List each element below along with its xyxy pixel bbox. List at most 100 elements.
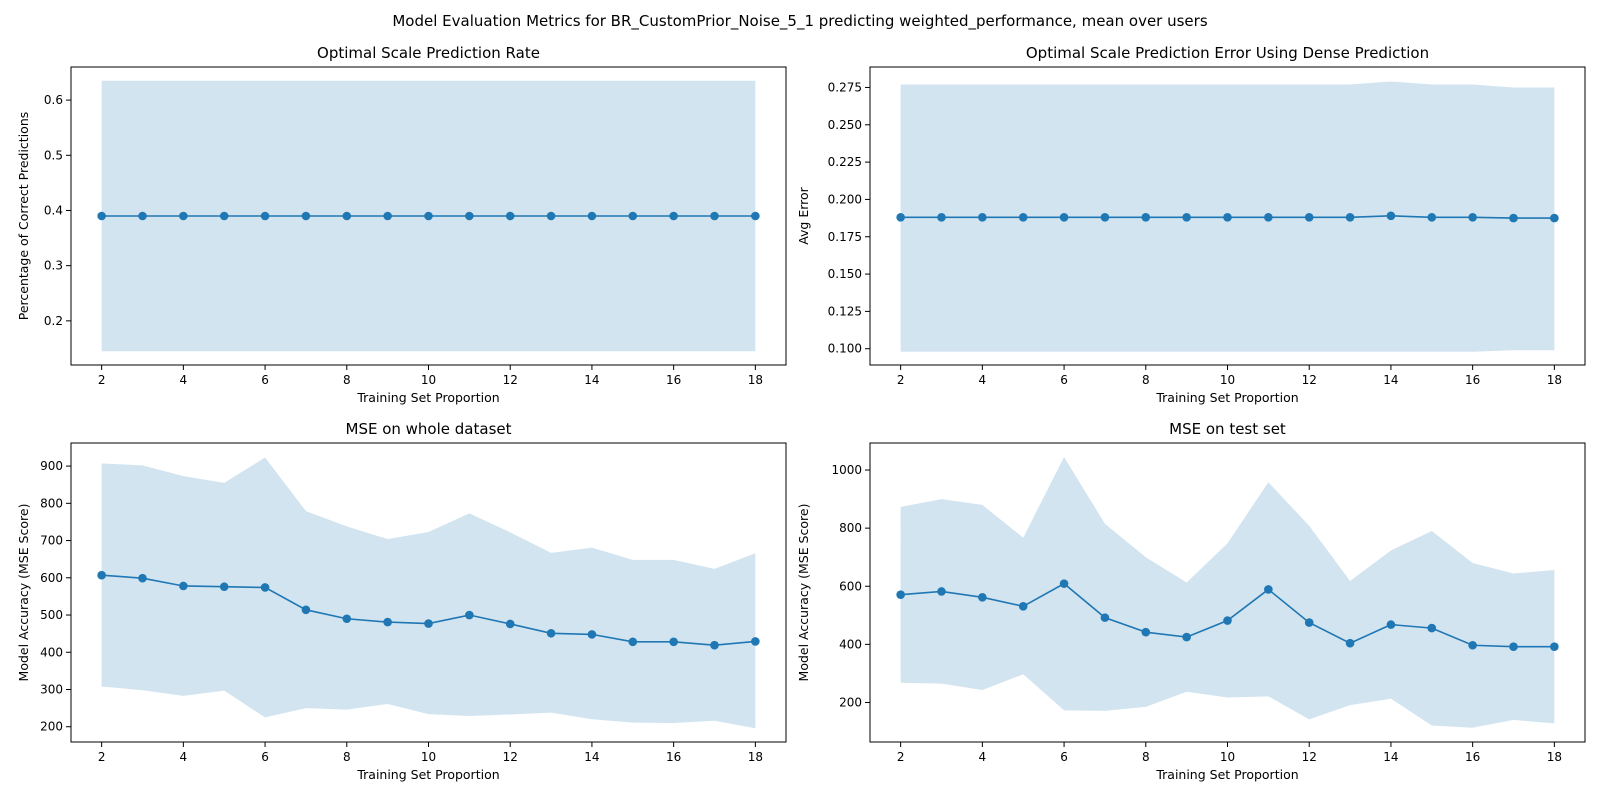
x-tick-label: 6 xyxy=(1060,373,1068,387)
data-point xyxy=(1509,213,1518,223)
data-point xyxy=(465,610,474,620)
data-point xyxy=(179,211,188,221)
data-point xyxy=(896,213,905,222)
confidence-band xyxy=(101,457,756,729)
y-axis-label: Percentage of Correct Predictions xyxy=(16,112,31,321)
x-tick-label: 2 xyxy=(897,750,905,764)
data-point xyxy=(1304,618,1314,627)
y-tick-label: 400 xyxy=(40,645,63,659)
data-point xyxy=(1018,213,1028,222)
x-tick-label: 14 xyxy=(584,373,599,387)
data-point xyxy=(505,619,515,629)
x-tick-label: 14 xyxy=(1383,750,1398,764)
y-tick-label: 300 xyxy=(40,682,63,696)
y-axis-label: Avg Error xyxy=(796,186,811,244)
data-point xyxy=(383,617,392,627)
x-tick-label: 18 xyxy=(1547,750,1562,764)
data-point xyxy=(1018,602,1028,611)
y-tick-label: 200 xyxy=(839,695,862,709)
data-point xyxy=(342,211,352,221)
data-point xyxy=(751,211,760,221)
x-axis-label: Training Set Proportion xyxy=(356,390,499,405)
data-point xyxy=(138,211,147,221)
x-axis-label: Training Set Proportion xyxy=(1155,390,1298,405)
data-point xyxy=(179,581,188,591)
y-tick-label: 800 xyxy=(40,496,63,510)
y-tick-label: 0.225 xyxy=(828,155,862,169)
y-tick-label: 0.5 xyxy=(44,148,63,162)
chart-title: MSE on whole dataset xyxy=(346,420,512,438)
data-point xyxy=(937,213,946,222)
y-tick-label: 0.4 xyxy=(44,203,63,217)
data-point xyxy=(710,640,719,650)
data-point xyxy=(710,211,719,221)
data-point xyxy=(628,637,638,647)
data-point xyxy=(1182,213,1191,222)
x-tick-label: 2 xyxy=(98,373,106,387)
data-point xyxy=(1059,579,1069,588)
x-tick-label: 6 xyxy=(261,373,269,387)
data-point xyxy=(1059,213,1069,222)
data-point xyxy=(260,211,270,221)
y-tick-label: 600 xyxy=(839,579,862,593)
data-point xyxy=(546,211,556,221)
y-tick-label: 0.125 xyxy=(828,304,862,318)
x-tick-label: 8 xyxy=(343,373,351,387)
data-point xyxy=(628,211,638,221)
data-point xyxy=(383,211,392,221)
y-tick-label: 900 xyxy=(40,459,63,473)
data-point xyxy=(937,587,946,596)
data-point xyxy=(1427,623,1437,633)
x-tick-label: 12 xyxy=(503,373,518,387)
y-tick-label: 0.175 xyxy=(828,230,862,244)
x-tick-label: 16 xyxy=(666,373,681,387)
data-point xyxy=(219,582,229,592)
data-point xyxy=(587,630,597,639)
data-point xyxy=(301,211,311,221)
data-point xyxy=(1509,642,1518,651)
data-point xyxy=(424,619,433,628)
x-tick-label: 14 xyxy=(1383,373,1398,387)
chart-title: Optimal Scale Prediction Error Using Den… xyxy=(1026,44,1429,62)
data-point xyxy=(1141,213,1151,222)
x-tick-label: 6 xyxy=(261,750,269,764)
data-point xyxy=(1223,213,1232,222)
x-tick-label: 12 xyxy=(503,750,518,764)
data-point xyxy=(896,590,905,599)
y-tick-label: 0.3 xyxy=(44,259,63,273)
x-tick-label: 8 xyxy=(343,750,351,764)
chart-panel-2: 2 4 6 8 10 12 14 16 18 0.100 0.125 0.150 0.175 0.200 0… xyxy=(796,44,1586,405)
y-tick-label: 500 xyxy=(40,608,63,622)
y-tick-label: 700 xyxy=(40,534,63,548)
data-point xyxy=(1550,213,1559,223)
data-point xyxy=(1427,213,1437,222)
x-tick-label: 12 xyxy=(1302,750,1317,764)
data-point xyxy=(1182,632,1191,642)
x-tick-label: 16 xyxy=(666,750,681,764)
data-point xyxy=(1304,213,1314,222)
data-point xyxy=(424,211,433,221)
x-tick-label: 4 xyxy=(180,373,188,387)
x-tick-label: 10 xyxy=(421,373,436,387)
data-point xyxy=(301,605,311,615)
data-point xyxy=(1550,642,1559,651)
data-point xyxy=(1264,213,1273,222)
data-point xyxy=(1386,620,1396,629)
x-tick-label: 8 xyxy=(1142,373,1150,387)
data-point xyxy=(465,211,474,221)
y-tick-label: 200 xyxy=(40,720,63,734)
data-point xyxy=(1223,616,1232,625)
data-point xyxy=(260,583,270,592)
x-tick-label: 10 xyxy=(421,750,436,764)
data-point xyxy=(978,592,987,602)
x-tick-label: 6 xyxy=(1060,750,1068,764)
data-point xyxy=(669,637,678,647)
data-point xyxy=(1141,627,1151,637)
data-point xyxy=(97,570,106,580)
confidence-band xyxy=(900,456,1555,728)
x-tick-label: 2 xyxy=(98,750,106,764)
x-tick-label: 4 xyxy=(180,750,188,764)
x-tick-label: 12 xyxy=(1302,373,1317,387)
data-point xyxy=(978,213,987,222)
